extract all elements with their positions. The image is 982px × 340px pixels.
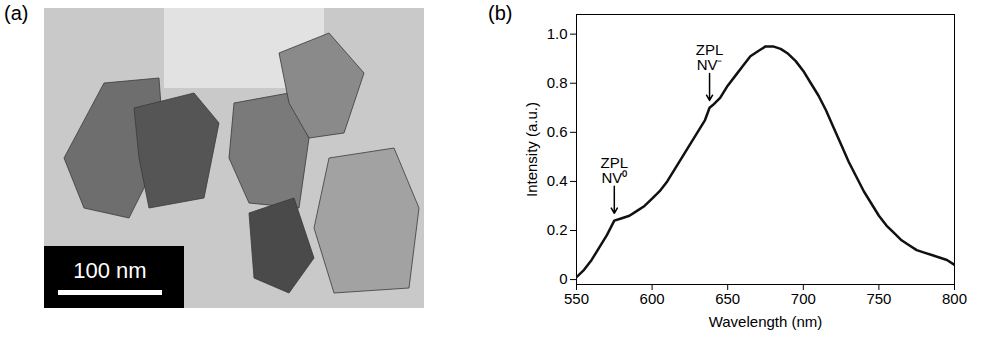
svg-text:0.4: 0.4 <box>547 172 568 189</box>
svg-text:600: 600 <box>640 290 665 307</box>
svg-text:0.6: 0.6 <box>547 123 568 140</box>
svg-text:800: 800 <box>942 290 967 307</box>
svg-text:0.2: 0.2 <box>547 221 568 238</box>
svg-text:Wavelength (nm): Wavelength (nm) <box>709 313 823 330</box>
svg-text:1.0: 1.0 <box>547 25 568 42</box>
svg-text:100 nm: 100 nm <box>73 258 146 283</box>
svg-text:750: 750 <box>866 290 891 307</box>
svg-text:ZPLNV⁰: ZPLNV⁰ <box>601 154 629 187</box>
svg-text:550: 550 <box>564 290 589 307</box>
html-text:(a): (a) <box>4 2 29 24</box>
svg-text:0: 0 <box>559 270 567 287</box>
svg-text:700: 700 <box>791 290 816 307</box>
svg-text:ZPLNV⁻: ZPLNV⁻ <box>696 41 724 74</box>
svg-text:650: 650 <box>715 290 740 307</box>
svg-text:Intensity (a.u.): Intensity (a.u.) <box>523 102 540 197</box>
html-text:(b): (b) <box>488 2 513 24</box>
svg-text:0.8: 0.8 <box>547 74 568 91</box>
